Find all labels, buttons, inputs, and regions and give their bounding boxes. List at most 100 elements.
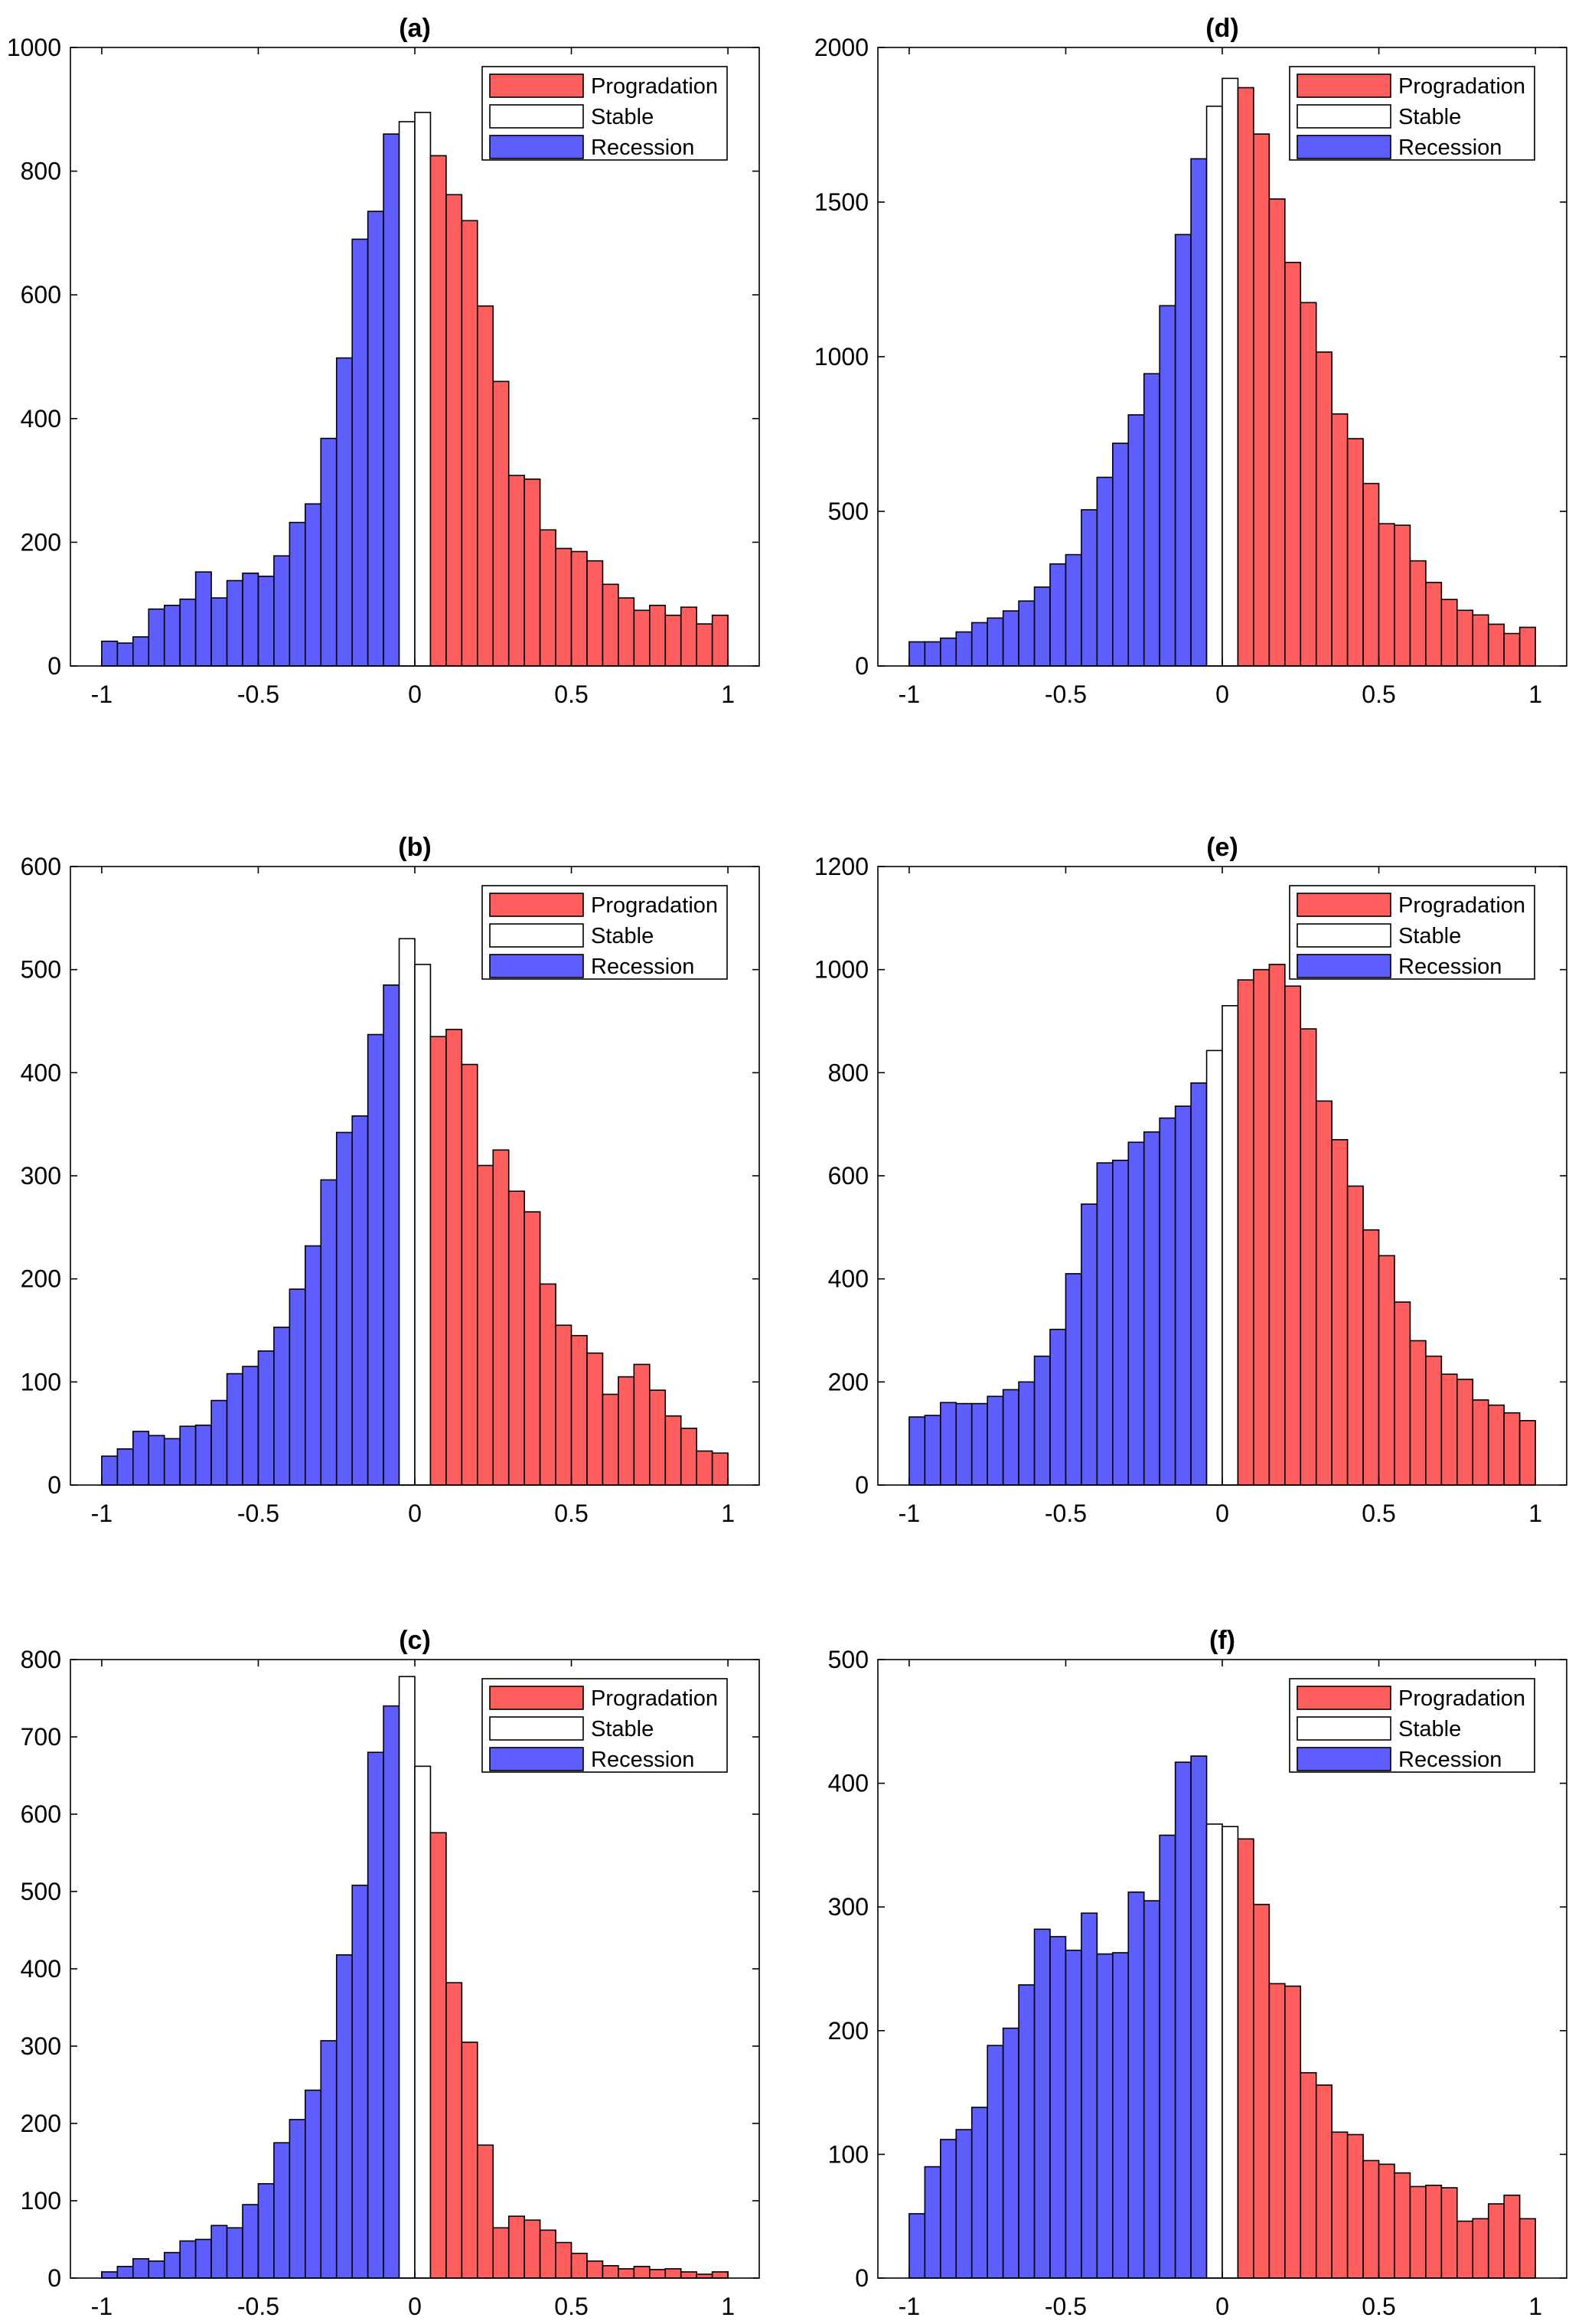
ytick-label: 1000 <box>7 34 61 61</box>
bar-progradation <box>429 155 447 667</box>
xtick-label: 1 <box>721 681 735 708</box>
legend-label-recession: Recession <box>1398 955 1502 979</box>
xtick-label: 0 <box>1215 1500 1229 1527</box>
xtick-label: -0.5 <box>237 2293 279 2320</box>
legend-label-progradation: Progradation <box>1398 1686 1525 1711</box>
chart-title: (f) <box>1209 1626 1235 1655</box>
bar-recession <box>148 1435 165 1486</box>
bar-recession <box>940 2139 957 2279</box>
bar-progradation <box>1394 524 1411 667</box>
bar-recession <box>305 1245 322 1486</box>
bar-progradation <box>1487 623 1505 667</box>
bar-recession <box>351 238 369 667</box>
bar-progradation <box>664 1415 682 1486</box>
bar-recession <box>101 1455 119 1486</box>
bar-progradation <box>445 1028 463 1486</box>
bar-recession <box>1143 373 1160 667</box>
bar-progradation <box>570 550 588 667</box>
bar-recession <box>940 1402 957 1486</box>
bar-recession <box>1096 1162 1114 1486</box>
bar-progradation <box>1300 2071 1317 2279</box>
bar-progradation <box>1503 632 1521 667</box>
ytick-label: 0 <box>855 2264 869 2292</box>
bar-recession <box>210 2224 228 2279</box>
chart-title: (a) <box>399 14 431 43</box>
bar-progradation <box>1362 482 1380 667</box>
bar-recession <box>1065 553 1082 667</box>
bar-stable <box>1222 1826 1239 2279</box>
bar-recession <box>148 2260 165 2279</box>
bar-recession <box>1190 158 1208 667</box>
bar-progradation <box>649 1389 667 1486</box>
xtick-label: -1 <box>899 1500 920 1527</box>
bar-progradation <box>1253 1904 1270 2279</box>
ytick-label: 0 <box>855 1471 869 1499</box>
xtick-label: -0.5 <box>1045 2293 1087 2320</box>
legend-label-stable: Stable <box>591 1717 654 1741</box>
ytick-label: 0 <box>855 652 869 680</box>
bar-progradation <box>1440 2187 1458 2279</box>
bar-recession <box>924 641 941 667</box>
ytick-label: 400 <box>21 1059 61 1086</box>
bar-recession <box>1127 1892 1145 2279</box>
legend-swatch-stable <box>489 923 584 948</box>
bar-progradation <box>461 1063 478 1486</box>
ytick-label: 200 <box>21 528 61 556</box>
bar-recession <box>1081 509 1098 667</box>
xtick-label: 1 <box>721 2293 735 2320</box>
bars-d <box>908 77 1536 667</box>
legend-swatch-progradation <box>489 1686 584 1710</box>
bar-recession <box>955 631 973 667</box>
legend-c: Progradation Stable Recession <box>481 1678 728 1773</box>
chart-panel-a: 0 200 400 600 800 1000 -1 -0.5 0 0.5 1 (a) Progradat… <box>7 14 760 708</box>
bar-progradation <box>1284 985 1302 1486</box>
bar-recession <box>116 1448 134 1486</box>
bar-recession <box>367 1751 384 2279</box>
legend-label-recession: Recession <box>1398 135 1502 160</box>
bar-progradation <box>1487 2203 1505 2279</box>
bar-recession <box>1159 305 1176 667</box>
ytick-label: 100 <box>21 1368 61 1395</box>
bar-progradation <box>492 1149 510 1486</box>
bar-progradation <box>1268 964 1286 1486</box>
bar-progradation <box>680 1428 697 1486</box>
legend-swatch-recession <box>1297 954 1391 978</box>
bar-recession <box>1049 1328 1067 1486</box>
bar-progradation <box>1472 1399 1489 1486</box>
bar-recession <box>1018 1984 1036 2279</box>
bar-progradation <box>1346 438 1364 667</box>
bar-progradation <box>570 1334 588 1486</box>
bar-recession <box>116 642 134 667</box>
bar-recession <box>101 2271 119 2279</box>
bar-recession <box>908 2213 926 2279</box>
bar-recession <box>1081 1203 1098 1486</box>
bar-recession <box>132 1431 150 1486</box>
bar-progradation <box>1346 1185 1364 1486</box>
legend-swatch-stable <box>1297 923 1391 948</box>
bar-recession <box>940 637 957 667</box>
xtick-label: 0.5 <box>1362 681 1395 708</box>
bar-stable <box>414 1765 432 2279</box>
bar-progradation <box>1253 133 1270 667</box>
bar-progradation <box>461 2042 478 2279</box>
bar-progradation <box>445 1982 463 2279</box>
ytick-label: 1200 <box>814 853 869 880</box>
bar-progradation <box>711 1452 729 1486</box>
bar-progradation <box>1518 1420 1536 1486</box>
legend-a: Progradation Stable Recession <box>481 66 728 161</box>
bar-progradation <box>507 2215 525 2279</box>
legend-swatch-recession <box>489 1747 584 1771</box>
bar-recession <box>194 571 212 667</box>
bar-progradation <box>1315 2084 1332 2279</box>
bar-progradation <box>1362 2159 1380 2279</box>
bar-stable <box>398 938 416 1486</box>
bar-recession <box>1174 1105 1192 1486</box>
bar-progradation <box>1315 1100 1332 1486</box>
bar-progradation <box>664 2268 682 2279</box>
ytick-label: 1500 <box>814 188 869 216</box>
bar-progradation <box>539 529 556 667</box>
legend-f: Progradation Stable Recession <box>1289 1678 1535 1773</box>
ytick-label: 700 <box>21 1723 61 1751</box>
bar-progradation <box>586 2260 604 2279</box>
bar-progradation <box>429 1036 447 1486</box>
